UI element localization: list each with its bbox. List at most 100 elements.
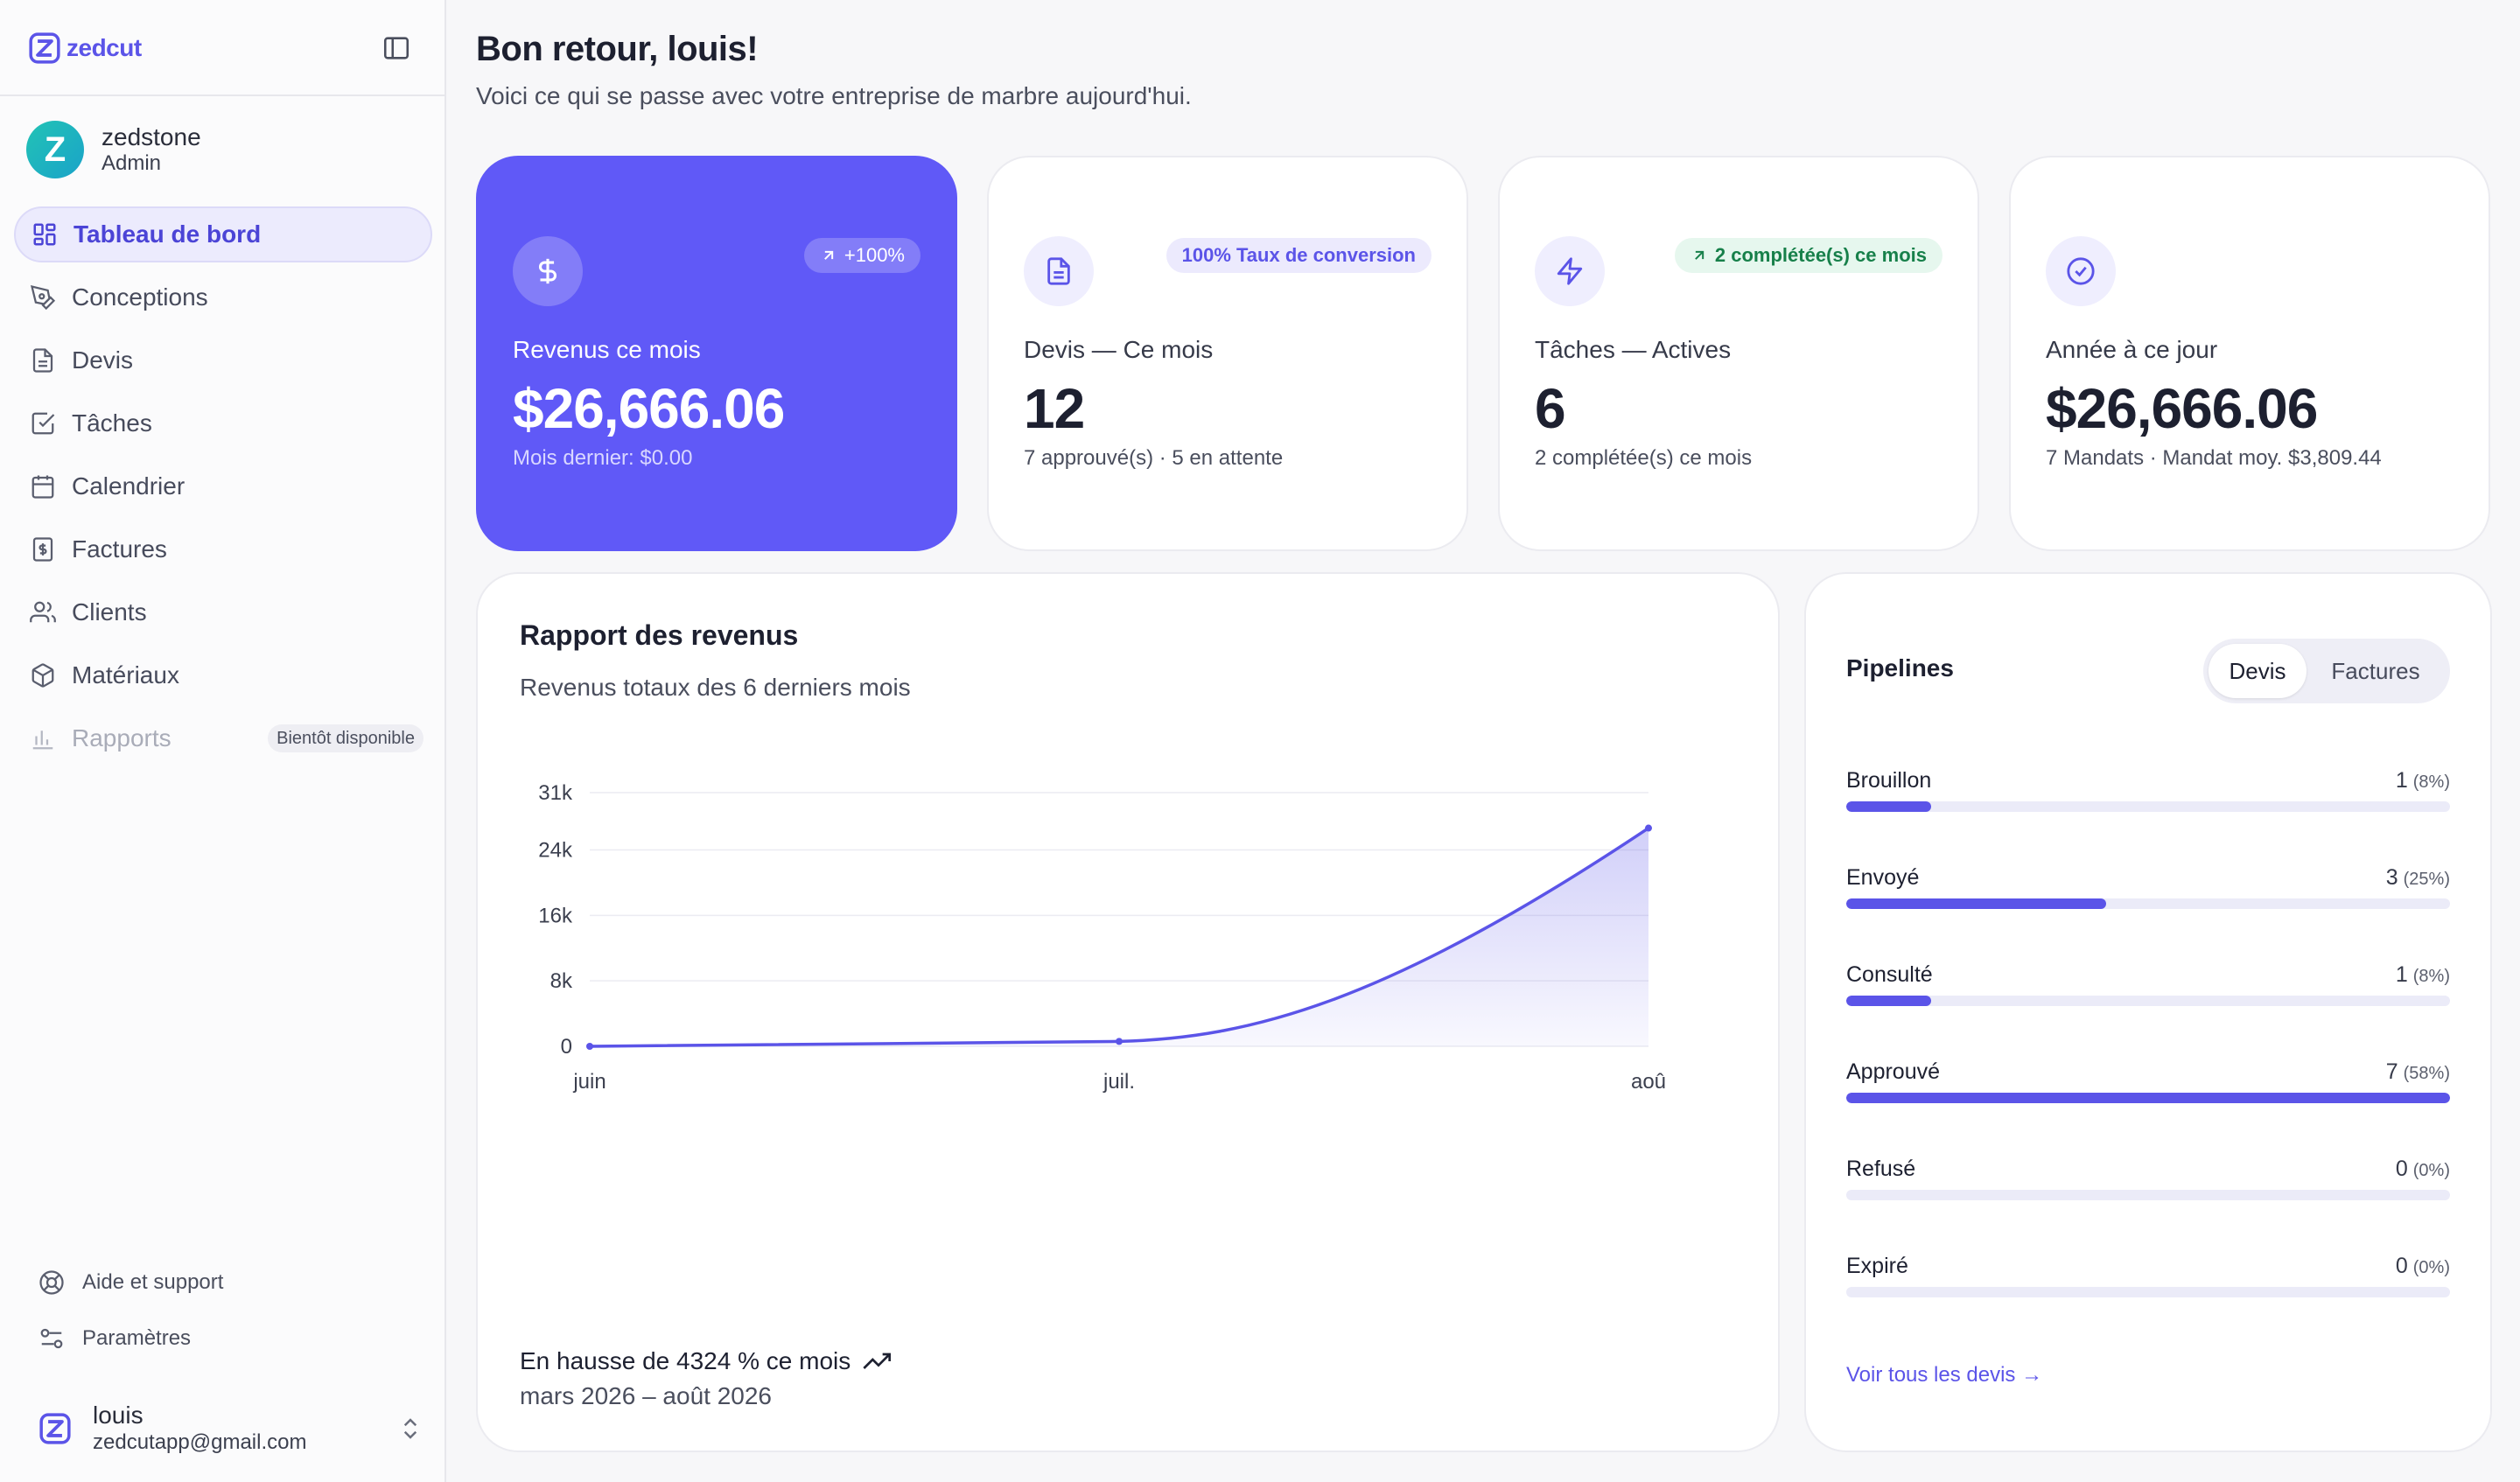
pipeline-label: Refusé (1846, 1157, 1916, 1181)
brand-row: zedcut (0, 0, 444, 96)
data-point[interactable] (1116, 1038, 1123, 1045)
data-point[interactable] (586, 1043, 593, 1050)
stat-card-revenue: +100% Revenus ce mois $26,666.06 Mois de… (476, 156, 957, 551)
sidebar-item-label: Clients (72, 598, 147, 626)
org-name: zedstone (102, 123, 201, 150)
stat-label: Devis — Ce mois (1024, 336, 1214, 363)
pipeline-progress-fill (1846, 801, 1931, 812)
revenue-title: Rapport des revenus (520, 619, 799, 651)
stat-value: $26,666.06 (513, 377, 785, 440)
pipeline-row-refuse: Refusé 0 (0%) (1846, 1157, 2450, 1254)
sidebar-footer-links: Aide et support Paramètres (38, 1255, 223, 1367)
pipeline-count: 1 (8%) (2395, 962, 2450, 987)
stat-label: Revenus ce mois (513, 336, 701, 363)
pipeline-label: Expiré (1846, 1254, 1908, 1278)
completed-badge-label: 2 complétée(s) ce mois (1714, 244, 1927, 266)
user-name: louis (93, 1402, 144, 1429)
sidebar-item-rapports: Rapports Bientôt disponible (14, 710, 432, 766)
pipelines-title: Pipelines (1846, 654, 1954, 682)
revenue-date-range: mars 2026 – août 2026 (520, 1382, 772, 1409)
dollar-icon (539, 258, 556, 284)
users-icon (30, 601, 56, 623)
settings-link[interactable]: Paramètres (38, 1311, 223, 1367)
stat-value: 12 (1024, 377, 1085, 440)
pipelines-tabs: Devis Factures (2203, 639, 2450, 703)
lifebuoy-icon (39, 1270, 64, 1295)
pipeline-progress (1846, 801, 2450, 812)
data-point[interactable] (1645, 824, 1652, 832)
conversion-badge: 100% Taux de conversion (1166, 238, 1432, 273)
x-tick-label: aoû (1631, 1070, 1666, 1094)
revenue-report-card: Rapport des revenus Revenus totaux des 6… (476, 572, 1780, 1452)
pipeline-count: 0 (0%) (2395, 1254, 2450, 1278)
sidebar-item-materiaux[interactable]: Matériaux (14, 647, 432, 703)
calendar-icon (32, 475, 54, 499)
help-support-link[interactable]: Aide et support (38, 1255, 223, 1311)
sidebar-nav: Tableau de bord Conceptions Devis Tâches (14, 206, 432, 773)
sidebar-item-label: Devis (72, 346, 134, 374)
sidebar-toggle-icon[interactable] (382, 33, 411, 63)
sidebar-item-clients[interactable]: Clients (14, 584, 432, 640)
user-menu[interactable]: louis zedcutapp@gmail.com (38, 1398, 424, 1459)
pipeline-row-approuve: Approuvé 7 (58%) (1846, 1059, 2450, 1157)
user-email: zedcutapp@gmail.com (93, 1430, 307, 1454)
pipeline-progress (1846, 1093, 2450, 1103)
pipeline-row-brouillon: Brouillon 1 (8%) (1846, 768, 2450, 865)
brand-name: zedcut (66, 34, 142, 61)
sidebar-item-dashboard[interactable]: Tableau de bord (14, 206, 432, 262)
sidebar: zedcut Z zedstone Admin Tableau de bord … (0, 0, 446, 1482)
sidebar-item-label: Factures (72, 535, 167, 563)
stat-card-ytd: Année à ce jour $26,666.06 7 Mandats · M… (2009, 156, 2490, 551)
org-avatar: Z (26, 121, 84, 178)
arrow-up-right-icon (1695, 250, 1704, 260)
x-tick-label: juin (572, 1070, 606, 1094)
tab-devis[interactable]: Devis (2208, 644, 2306, 698)
pipeline-list: Brouillon 1 (8%) Envoyé 3 (25%) Consulté 1… (1846, 768, 2450, 1351)
check-circle-icon (2067, 257, 2095, 285)
stat-subtext: 2 complétée(s) ce mois (1535, 446, 1753, 470)
check-square-icon (32, 412, 55, 435)
pipeline-row-expire: Expiré 0 (0%) (1846, 1254, 2450, 1351)
revenue-trend: En hausse de 4324 % ce mois (520, 1347, 892, 1375)
brand-logo-link[interactable]: zedcut (28, 31, 142, 65)
dashboard-icon (33, 223, 56, 246)
page-title: Bon retour, louis! (476, 30, 759, 68)
pipelines-card: Pipelines Devis Factures Brouillon 1 (8%)… (1804, 572, 2492, 1452)
trend-badge: +100% (803, 238, 920, 273)
sidebar-item-conceptions[interactable]: Conceptions (14, 269, 432, 325)
stat-icon-wrap (2046, 236, 2116, 306)
stat-label: Année à ce jour (2046, 336, 2218, 363)
stat-icon-wrap (1535, 236, 1605, 306)
org-switcher[interactable]: Z zedstone Admin (26, 121, 201, 178)
sidebar-item-calendrier[interactable]: Calendrier (14, 458, 432, 514)
revenue-line (589, 827, 1649, 1048)
revenue-area-fill (590, 828, 1648, 1046)
settings-sliders-icon (40, 1328, 63, 1349)
sidebar-item-factures[interactable]: Factures (14, 521, 432, 577)
trend-badge-label: +100% (844, 244, 905, 266)
user-avatar-logo-icon (39, 1413, 71, 1444)
revenue-subtitle: Revenus totaux des 6 derniers mois (520, 674, 911, 701)
sidebar-item-label: Matériaux (72, 661, 179, 689)
sidebar-item-label: Conceptions (72, 283, 208, 311)
revenue-area-chart: 0 8k 16k 24k 31k juin juil. aoû (538, 781, 1666, 1094)
stat-subtext: Mois dernier: $0.00 (513, 446, 693, 470)
bar-chart-icon (32, 731, 53, 750)
view-all-quotes-link[interactable]: Voir tous les devis → (1846, 1363, 2043, 1387)
revenue-trend-label: En hausse de 4324 % ce mois (520, 1347, 851, 1374)
sidebar-item-taches[interactable]: Tâches (14, 395, 432, 451)
page-subtitle: Voici ce qui se passe avec votre entrepr… (476, 82, 1192, 109)
pipeline-label: Consulté (1846, 962, 1933, 987)
sidebar-item-devis[interactable]: Devis (14, 332, 432, 388)
pipeline-row-consulte: Consulté 1 (8%) (1846, 962, 2450, 1059)
tab-factures[interactable]: Factures (2331, 657, 2420, 684)
chevron-up-down-icon (403, 1418, 417, 1439)
pipeline-progress (1846, 1287, 2450, 1297)
stat-card-tasks: 2 complétée(s) ce mois Tâches — Actives … (1498, 156, 1979, 551)
pipeline-progress (1846, 898, 2450, 909)
pipeline-count: 3 (25%) (2385, 865, 2450, 890)
stat-icon-wrap (1024, 236, 1094, 306)
stat-subtext: 7 approuvé(s) · 5 en attente (1024, 446, 1284, 470)
arrow-up-right-icon (824, 250, 834, 260)
stat-value: $26,666.06 (2046, 377, 2318, 440)
